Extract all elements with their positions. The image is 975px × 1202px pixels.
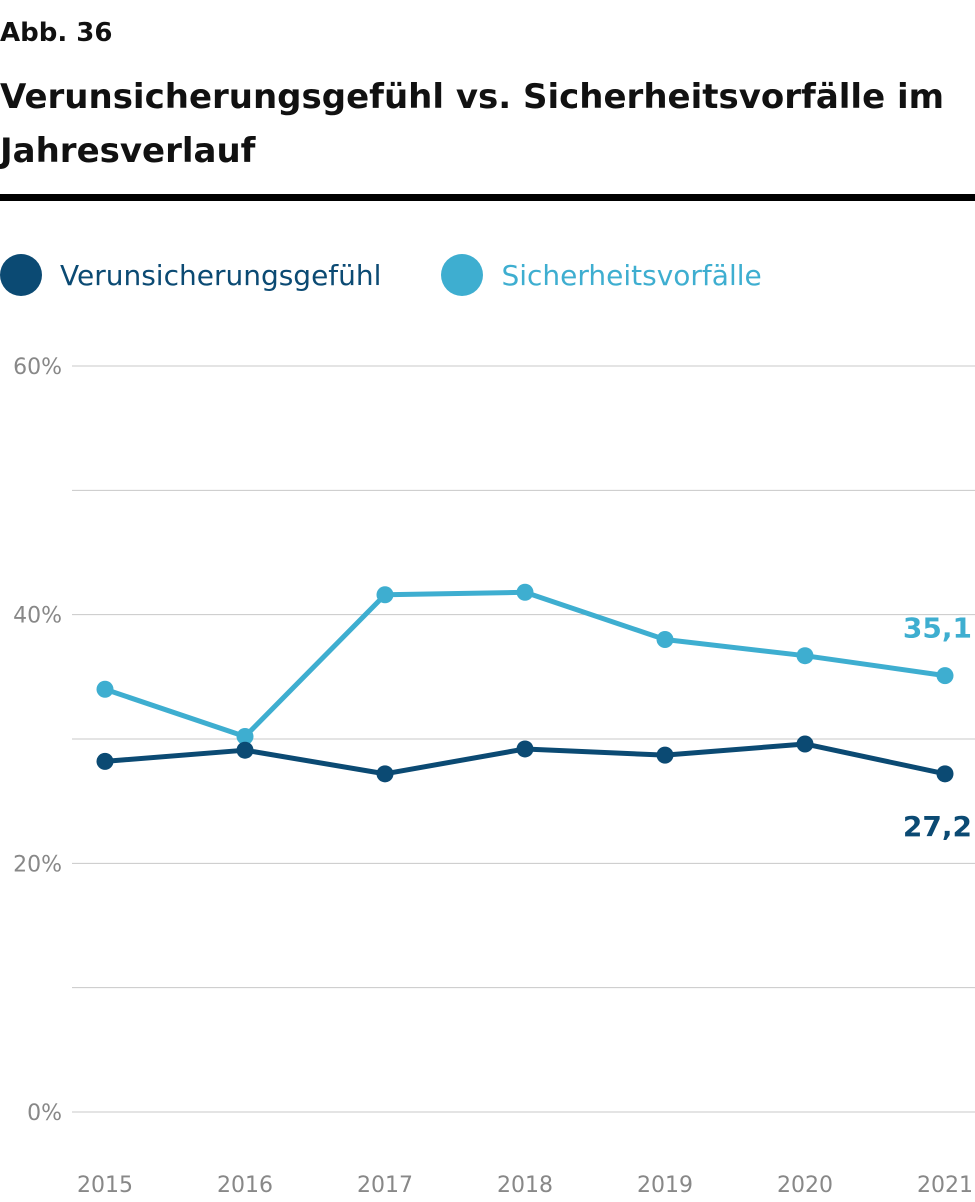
series-line <box>104 589 946 740</box>
title-divider <box>0 194 975 201</box>
y-tick-label: 60% <box>13 355 62 380</box>
legend-label: Verunsicherungsgefühl <box>60 258 382 292</box>
end-value-label: 35,1 <box>903 612 972 645</box>
data-point <box>96 752 114 770</box>
data-point <box>796 735 814 753</box>
x-tick-label: 2019 <box>637 1173 693 1198</box>
data-point <box>796 647 814 665</box>
data-point <box>936 667 954 685</box>
legend-dot-icon <box>0 254 42 296</box>
chart-title: Verunsicherungsgefühl vs. Sicherheitsvor… <box>0 77 945 171</box>
x-axis: 2015 2016 2017 2018 2019 2020 2021 <box>77 1173 973 1198</box>
x-tick-label: 2021 <box>917 1173 973 1198</box>
x-tick-label: 2020 <box>777 1173 833 1198</box>
legend-dot-icon <box>441 254 484 296</box>
legend-item-sicherheitsvorfaelle: Sicherheitsvorfälle <box>441 254 762 296</box>
grid <box>72 365 975 1113</box>
data-point <box>376 765 394 783</box>
y-axis: 0% 20% 40% 60% <box>13 355 62 1126</box>
data-point <box>376 586 394 604</box>
legend: Verunsicherungsgefühl Sicherheitsvorfäll… <box>0 252 822 298</box>
data-point <box>236 728 254 746</box>
legend-label: Sicherheitsvorfälle <box>501 258 762 292</box>
y-tick-label: 40% <box>13 604 62 629</box>
data-point <box>236 741 254 759</box>
data-point <box>936 765 954 783</box>
end-value-label: 27,2 <box>903 810 972 843</box>
figure-label: Abb. 36 <box>0 18 113 48</box>
data-point <box>516 740 534 758</box>
y-tick-label: 0% <box>27 1101 62 1126</box>
x-tick-label: 2016 <box>217 1173 273 1198</box>
data-point <box>96 680 114 698</box>
legend-item-verunsicherungsgefuehl: Verunsicherungsgefühl <box>0 254 381 296</box>
data-point <box>656 746 674 764</box>
x-tick-label: 2015 <box>77 1173 133 1198</box>
x-tick-label: 2018 <box>497 1173 553 1198</box>
data-point <box>516 583 534 601</box>
x-tick-label: 2017 <box>357 1173 413 1198</box>
end-labels: 35,1 27,2 <box>903 612 972 843</box>
series <box>96 583 954 783</box>
data-point <box>656 631 674 649</box>
y-tick-label: 20% <box>13 852 62 877</box>
